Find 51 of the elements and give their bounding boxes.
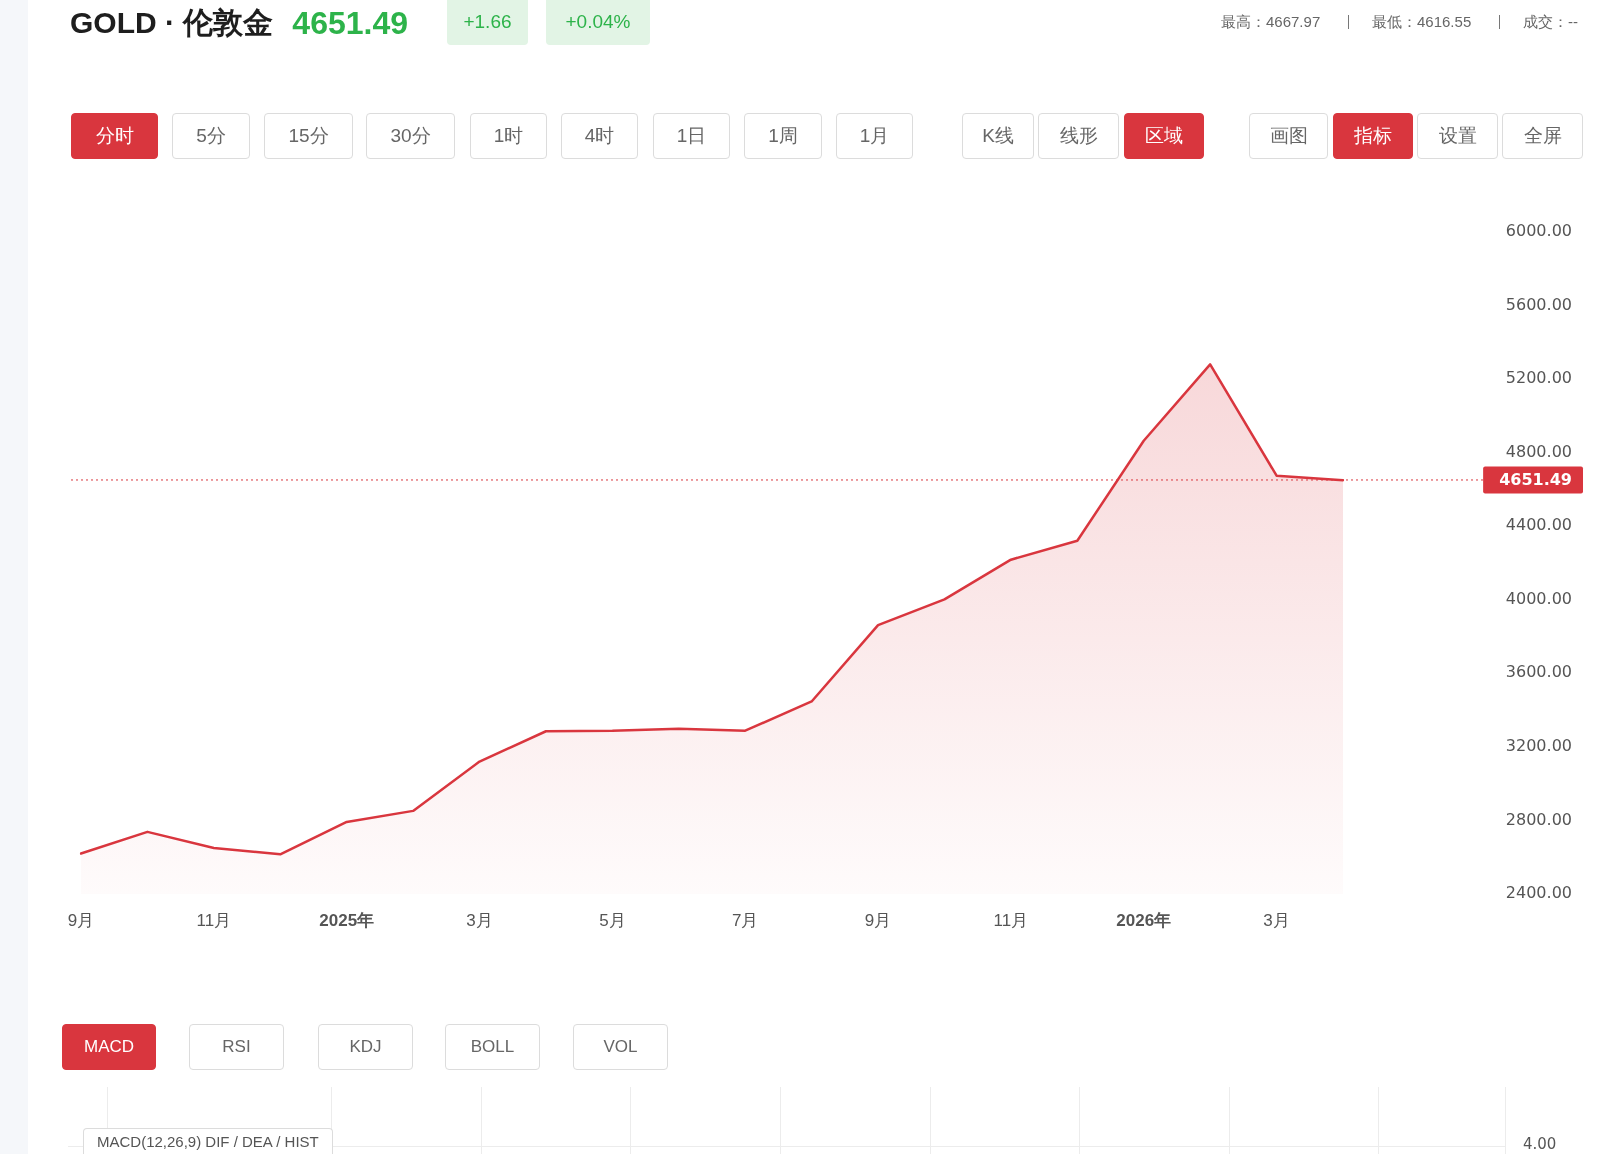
x-tick-label: 2025年 <box>319 910 375 930</box>
interval-button: 1时 <box>470 113 547 159</box>
text: 4.00 <box>1523 1135 1557 1153</box>
indicator-button: BOLL <box>445 1024 540 1070</box>
text: 最高：4667.97 <box>1221 12 1321 32</box>
interval-button: 1周 <box>744 113 822 159</box>
chart-style-button: K线 <box>962 113 1034 159</box>
x-tick-label: 11月 <box>196 910 232 930</box>
interval-button: 1月 <box>836 113 913 159</box>
change-badge: +1.66 <box>447 0 528 45</box>
tool-button: 全屏 <box>1502 113 1583 159</box>
y-tick-label: 4400.00 <box>1505 515 1572 535</box>
text: 成交：-- <box>1523 12 1578 32</box>
interval-button: 30分 <box>366 113 455 159</box>
ref-line-label: 4651.49 <box>1499 470 1572 490</box>
interval-button: 4时 <box>561 113 638 159</box>
indicator-button: MACD <box>62 1024 156 1070</box>
y-tick-label: 2400.00 <box>1505 883 1572 903</box>
y-tick-label: 2800.00 <box>1505 809 1572 829</box>
indicator-button: KDJ <box>318 1024 413 1070</box>
interval-button: 5分 <box>172 113 250 159</box>
interval-button: 15分 <box>264 113 353 159</box>
x-tick-label: 9月 <box>864 910 892 930</box>
indicator-button: VOL <box>573 1024 668 1070</box>
y-tick-label: 3600.00 <box>1505 662 1572 682</box>
chart-title: GOLD · 伦敦金 <box>70 4 274 41</box>
chart-style-button: 区域 <box>1124 113 1204 159</box>
chart-style-button: 线形 <box>1038 113 1119 159</box>
x-tick-label: 5月 <box>599 910 626 930</box>
tool-button: 画图 <box>1249 113 1328 159</box>
y-tick-label: 6000.00 <box>1505 221 1572 241</box>
x-tick-label: 7月 <box>731 910 759 930</box>
x-tick-label: 2026年 <box>1116 910 1172 930</box>
y-tick-label: 3200.00 <box>1505 736 1572 756</box>
change-badge: +0.04% <box>546 0 650 45</box>
y-tick-label: 4800.00 <box>1505 441 1572 461</box>
y-tick-label: 5600.00 <box>1505 294 1572 314</box>
y-tick-label: 4000.00 <box>1505 588 1572 608</box>
x-tick-label: 3月 <box>1263 910 1290 930</box>
interval-button: 1日 <box>653 113 730 159</box>
indicator-button: RSI <box>189 1024 284 1070</box>
x-tick-label: 9月 <box>67 910 95 930</box>
x-tick-label: 3月 <box>466 910 493 930</box>
tool-button: 指标 <box>1333 113 1413 159</box>
text: 最低：4616.55 <box>1372 12 1472 32</box>
indicator-legend-box: MACD(12,26,9) DIF / DEA / HIST <box>83 1128 333 1154</box>
x-tick-label: 11月 <box>993 910 1029 930</box>
interval-button: 分时 <box>71 113 158 159</box>
y-tick-label: 5200.00 <box>1505 368 1572 388</box>
chart-subtitle: 4651.49 <box>292 4 408 42</box>
tool-button: 设置 <box>1417 113 1498 159</box>
